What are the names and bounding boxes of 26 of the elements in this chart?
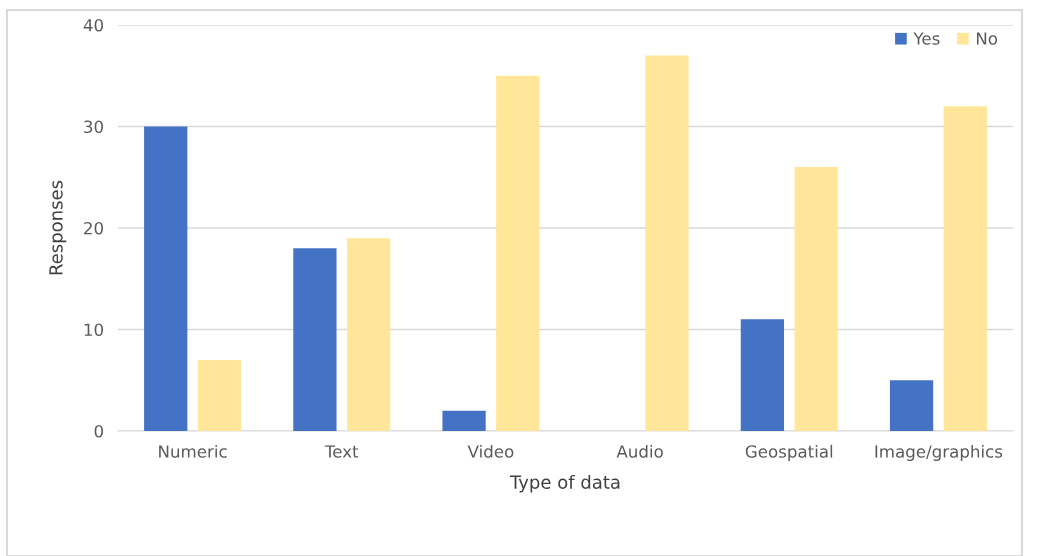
bar: [943, 106, 987, 431]
y-tick-label: 30: [84, 120, 103, 134]
bar: [794, 167, 838, 431]
bar: [889, 380, 934, 431]
x-tick-label: Video: [467, 444, 514, 458]
bar: [293, 248, 337, 431]
bar: [740, 319, 785, 431]
y-axis-title: Responses: [49, 180, 67, 275]
bar: [197, 359, 242, 431]
x-tick-label: Audio: [616, 444, 663, 458]
y-tick-label: 40: [83, 18, 103, 32]
bar: [496, 75, 540, 431]
bar: [442, 410, 486, 431]
bar: [346, 238, 391, 431]
y-tick-label: 0: [94, 424, 103, 438]
y-tick-label: 10: [84, 323, 103, 337]
legend-label: Yes: [913, 32, 940, 45]
x-axis-title: Type of data: [509, 474, 620, 493]
bar: [645, 55, 689, 431]
x-tick-label: Text: [324, 445, 359, 458]
x-tick-label: Numeric: [159, 444, 227, 458]
x-tick-label: Geospatial: [745, 444, 833, 462]
x-tick-label: Image/graphics: [875, 444, 1003, 462]
bar: [144, 126, 188, 431]
legend-label: No: [976, 32, 998, 45]
y-tick-label: 20: [84, 221, 103, 235]
